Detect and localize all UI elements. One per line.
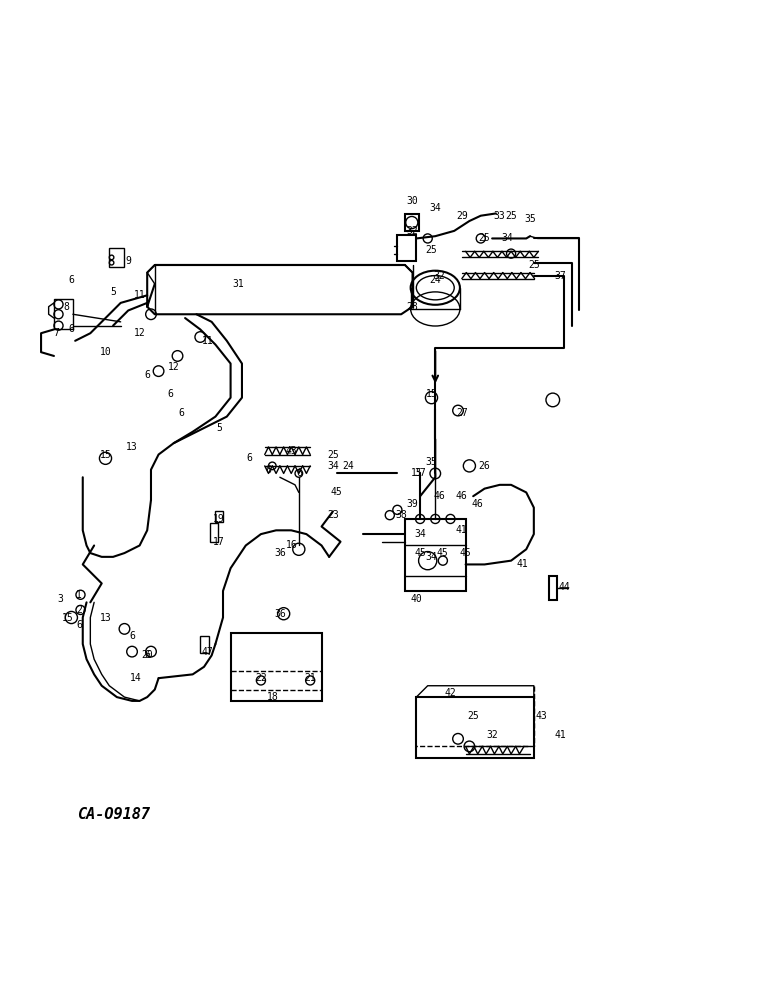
Text: 41: 41 [554,730,566,740]
Text: 6: 6 [144,370,150,380]
Text: 16: 16 [286,540,297,550]
Text: 36: 36 [274,609,286,619]
Text: 12: 12 [134,328,145,338]
Text: 35: 35 [425,457,438,467]
Text: 45: 45 [460,548,472,558]
Text: 37: 37 [554,271,566,281]
Text: 34: 34 [425,552,438,562]
Text: 6: 6 [144,650,150,660]
Text: 13: 13 [126,442,138,452]
Text: 40: 40 [411,594,422,604]
Text: 15: 15 [411,468,422,478]
Text: 6: 6 [76,620,82,630]
Text: 9: 9 [125,256,131,266]
Text: 27: 27 [456,408,468,418]
Text: 32: 32 [407,226,418,236]
Text: 6: 6 [296,468,302,478]
Text: 8: 8 [63,302,69,312]
Text: 3: 3 [57,594,63,604]
Text: 6: 6 [69,324,74,334]
Bar [200,636,209,653]
Bar [416,697,533,758]
Text: 45: 45 [331,487,343,497]
Text: 35: 35 [524,214,536,224]
Text: 24: 24 [429,275,441,285]
Text: 34: 34 [429,203,441,213]
Text: 30: 30 [407,196,418,206]
Bar [398,235,416,261]
Text: 34: 34 [415,529,426,539]
Text: 6: 6 [266,465,272,475]
Text: 26: 26 [479,461,490,471]
Text: 36: 36 [274,548,286,558]
Bar [549,576,557,600]
Text: 34: 34 [502,233,513,243]
Text: 2: 2 [76,605,82,615]
Text: 14: 14 [130,673,142,683]
Text: 12: 12 [168,362,180,372]
Text: 34: 34 [327,461,339,471]
Text: 32: 32 [486,730,498,740]
Bar [405,519,466,591]
Text: 15: 15 [62,613,73,623]
Text: 25: 25 [505,211,517,221]
Text: 43: 43 [286,446,297,456]
Text: 25: 25 [479,233,490,243]
Text: 18: 18 [266,692,278,702]
Text: 7: 7 [53,328,59,338]
Text: 38: 38 [395,510,407,520]
Text: 6: 6 [129,631,135,641]
Bar [405,214,418,231]
Text: 17: 17 [213,537,225,547]
Text: 41: 41 [516,559,528,569]
Text: 47: 47 [202,647,214,657]
Text: 39: 39 [407,499,418,509]
Text: 42: 42 [445,688,456,698]
Text: 25: 25 [467,711,479,721]
Text: 1: 1 [76,590,82,600]
Bar [110,248,124,267]
Text: 41: 41 [456,525,468,535]
Text: 11: 11 [134,290,145,300]
Text: 33: 33 [494,211,506,221]
Text: 25: 25 [327,450,339,460]
Text: 15: 15 [100,450,111,460]
Text: 21: 21 [304,673,316,683]
Text: 24: 24 [342,461,354,471]
Text: 11: 11 [202,336,214,346]
Bar [210,523,218,542]
Text: 10: 10 [100,347,111,357]
Text: 28: 28 [407,302,418,312]
Bar [54,299,73,329]
Bar [231,633,322,701]
Text: 31: 31 [232,279,244,289]
Text: 45: 45 [415,548,426,558]
Bar [215,511,223,522]
Text: 5: 5 [110,287,116,297]
Text: 22: 22 [255,673,267,683]
Text: 25: 25 [425,245,438,255]
Text: 46: 46 [471,499,482,509]
Text: 45: 45 [437,548,449,558]
Text: CA-O9187: CA-O9187 [76,807,150,822]
Text: 46: 46 [433,491,445,501]
Text: 6: 6 [167,389,173,399]
Text: 5: 5 [216,423,222,433]
Text: 15: 15 [425,389,438,399]
Text: 23: 23 [327,510,339,520]
Text: 20: 20 [141,650,153,660]
Text: 19: 19 [213,514,225,524]
Text: 6: 6 [178,408,185,418]
Text: 13: 13 [100,613,111,623]
Text: 6: 6 [69,275,74,285]
Text: 43: 43 [536,711,547,721]
Text: 25: 25 [528,260,540,270]
Text: 32: 32 [433,271,445,281]
Text: 29: 29 [456,211,468,221]
Text: 37: 37 [415,468,426,478]
Text: 44: 44 [558,582,570,592]
Text: 46: 46 [456,491,468,501]
Text: 6: 6 [246,453,252,463]
